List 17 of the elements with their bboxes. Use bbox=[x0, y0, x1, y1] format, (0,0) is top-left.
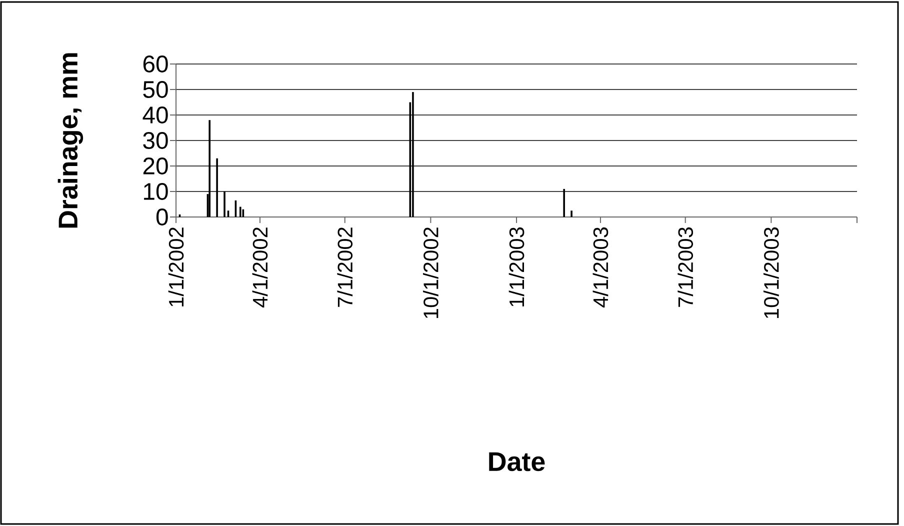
x-tick-label: 7/1/2003 bbox=[678, 227, 694, 307]
x-tick-label: 4/1/2002 bbox=[252, 228, 268, 308]
x-tick-label: 7/1/2002 bbox=[337, 228, 353, 307]
y-tick-label: 40 bbox=[142, 106, 168, 124]
y-tick-label: 0 bbox=[156, 208, 168, 226]
y-tick-label: 60 bbox=[143, 56, 168, 72]
y-tick-label: 20 bbox=[143, 158, 168, 174]
y-axis-title: Drainage, mm bbox=[58, 53, 84, 228]
x-tick-label: 1/1/2003 bbox=[508, 227, 524, 306]
x-tick-label: 10/1/2002 bbox=[423, 228, 438, 318]
x-tick-label: 1/1/2002 bbox=[168, 228, 184, 306]
y-tick-label: 50 bbox=[143, 81, 168, 98]
x-tick-label: 10/1/2003 bbox=[764, 227, 779, 318]
x-axis-title: Date bbox=[489, 452, 545, 472]
y-tick-label: 10 bbox=[144, 183, 168, 200]
y-tick-label: 30 bbox=[143, 132, 168, 149]
x-tick-label: 4/1/2003 bbox=[592, 227, 608, 308]
